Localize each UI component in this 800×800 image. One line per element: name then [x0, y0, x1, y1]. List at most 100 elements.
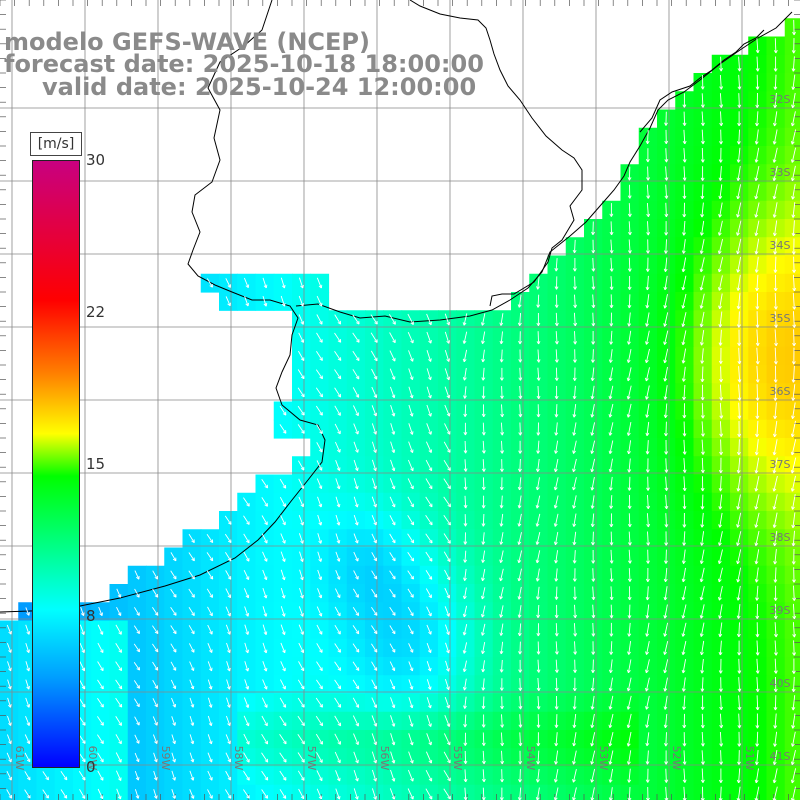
wind-arrow: [334, 387, 342, 398]
wind-arrow: [78, 716, 86, 726]
wind-arrow: [646, 166, 650, 181]
wind-arrow: [774, 640, 778, 656]
wind-arrow: [390, 733, 396, 746]
wind-arrow: [207, 752, 213, 763]
wind-arrow: [352, 405, 359, 417]
wind-arrow: [755, 622, 760, 638]
wind-arrow: [573, 641, 578, 655]
wind-arrow: [755, 695, 760, 711]
wind-arrow: [298, 460, 305, 471]
wind-arrow: [370, 332, 378, 343]
wind-arrow: [315, 405, 323, 416]
wind-arrow: [500, 440, 505, 454]
wind-arrow: [79, 661, 86, 672]
wind-arrow: [24, 734, 31, 745]
wind-arrow: [791, 365, 796, 383]
wind-arrow: [226, 661, 231, 672]
wind-arrow: [736, 476, 741, 492]
wind-arrow: [444, 715, 451, 727]
wind-arrow: [700, 512, 705, 528]
wind-arrow: [425, 515, 433, 526]
wind-arrow: [682, 439, 687, 455]
wind-arrow: [408, 423, 414, 435]
wind-arrow: [645, 330, 650, 345]
wind-arrow: [189, 715, 195, 726]
wind-cell: [419, 784, 439, 800]
wind-arrow: [700, 531, 705, 546]
wind-arrow: [626, 367, 632, 382]
wind-arrow: [791, 38, 796, 54]
wind-arrow: [261, 770, 269, 781]
wind-arrow: [609, 568, 614, 582]
wind-arrow: [591, 659, 595, 674]
wind-arrow: [791, 494, 796, 510]
wind-arrow: [499, 568, 504, 582]
wind-arrow: [627, 440, 632, 455]
wind-arrow: [736, 439, 741, 456]
wind-arrow: [425, 551, 433, 562]
wind-arrow: [591, 294, 596, 309]
wind-arrow: [353, 588, 359, 598]
wind-arrow: [736, 622, 741, 638]
wind-cell: [438, 784, 457, 800]
wind-arrow: [755, 92, 760, 108]
wind-arrow: [262, 624, 268, 636]
wind-arrow: [334, 423, 341, 435]
wind-arrow: [115, 752, 122, 763]
wind-arrow: [317, 496, 323, 508]
wind-cell: [784, 365, 800, 384]
wind-arrow: [133, 680, 140, 689]
wind-arrow: [699, 311, 705, 328]
wind-arrow: [609, 641, 614, 655]
wind-arrow: [407, 552, 415, 562]
wind-cell: [73, 784, 92, 800]
wind-arrow: [134, 607, 140, 616]
wind-arrow: [262, 587, 268, 599]
wind-arrow: [736, 166, 741, 181]
wind-arrow: [335, 460, 341, 471]
wind-arrow: [718, 457, 723, 474]
wind-arrow: [554, 586, 559, 600]
wind-arrow: [371, 368, 378, 380]
wind-arrow: [316, 752, 323, 763]
lat-label: 40S: [770, 677, 791, 690]
wind-arrow: [554, 714, 559, 728]
wind-arrow: [755, 384, 760, 401]
wind-arrow: [755, 329, 760, 347]
wind-arrow: [774, 329, 778, 347]
wind-arrow: [444, 349, 450, 362]
wind-arrow: [425, 496, 433, 508]
lagoon-outline: [639, 29, 765, 133]
wind-arrow: [755, 713, 760, 729]
wind-arrow: [755, 731, 760, 747]
wind-arrow: [590, 513, 595, 528]
wind-arrow: [719, 129, 723, 145]
wind-arrow: [682, 713, 687, 729]
wind-arrow: [627, 641, 632, 655]
wind-arrow: [773, 658, 778, 674]
wind-arrow: [207, 606, 213, 617]
wind-arrow: [481, 769, 486, 783]
wind-arrow: [755, 585, 759, 601]
wind-arrow: [133, 643, 141, 653]
colorbar-tick-30: 30: [86, 151, 106, 169]
wind-arrow: [627, 312, 632, 327]
wind-arrow: [261, 478, 269, 489]
wind-arrow: [517, 513, 522, 527]
wind-arrow: [298, 478, 305, 489]
wind-arrow: [772, 111, 778, 127]
wind-arrow: [701, 129, 705, 145]
wind-arrow: [408, 643, 414, 653]
wind-arrow: [736, 604, 741, 619]
wind-arrow: [353, 441, 359, 453]
wind-arrow: [737, 640, 742, 656]
wind-arrow: [134, 734, 140, 744]
wind-arrow: [572, 531, 577, 546]
wind-arrow: [171, 752, 176, 763]
wind-arrow: [335, 533, 341, 544]
wind-arrow: [773, 92, 778, 109]
wind-arrow: [188, 533, 195, 543]
wind-arrow: [407, 624, 414, 635]
wind-arrow: [371, 405, 378, 417]
wind-arrow: [517, 294, 522, 308]
